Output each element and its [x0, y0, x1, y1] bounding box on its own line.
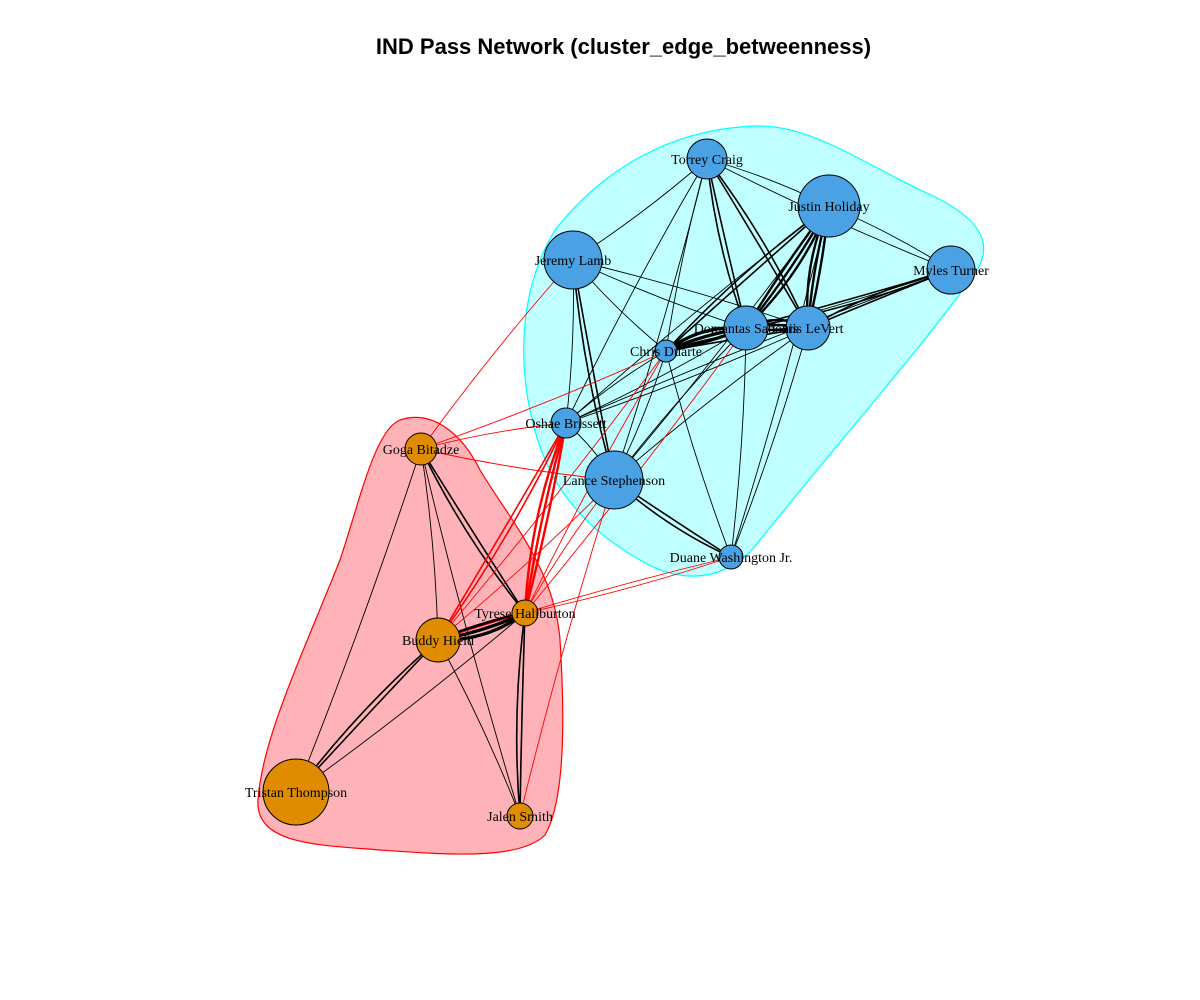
- edge-goga-tristan: [295, 448, 422, 793]
- node-label-tristan: Tristan Thompson: [245, 786, 347, 801]
- node-label-jalen: Jalen Smith: [487, 810, 553, 825]
- edge-caris-duane: [730, 327, 809, 558]
- edge-buddy-jalen: [437, 639, 521, 817]
- edge-caris-lance: [613, 327, 809, 481]
- edge-torrey-caris: [706, 158, 809, 329]
- node-label-tyrese: Tyrese Haliburton: [474, 607, 575, 622]
- node-chris: [654, 339, 678, 363]
- node-label-lance: Lance Stephenson: [563, 474, 665, 489]
- edge-tyrese-tristan: [295, 612, 526, 793]
- edge-domantas-duane: [730, 327, 747, 558]
- edge-torrey-caris: [706, 158, 809, 329]
- node-goga: [404, 432, 438, 466]
- node-layer: [262, 138, 976, 830]
- edge-goga-tyrese: [420, 448, 526, 614]
- node-label-duane: Duane Washington Jr.: [670, 551, 793, 566]
- node-tristan: [262, 758, 330, 826]
- edge-torrey-oshae: [565, 158, 708, 424]
- node-label-torrey: Torrey Craig: [671, 153, 743, 168]
- node-jeremy: [543, 230, 603, 290]
- edge-justin-lance: [613, 205, 830, 481]
- edge-lance-jalen: [519, 479, 615, 817]
- node-label-chris: Chris Duarte: [630, 345, 702, 360]
- edge-oshae-buddy: [437, 422, 567, 641]
- edge-goga-buddy: [420, 448, 439, 641]
- edge-oshae-goga: [420, 422, 567, 450]
- node-myles: [926, 245, 976, 295]
- edge-chris-buddy: [437, 350, 667, 641]
- node-oshae: [550, 407, 582, 439]
- node-lance: [584, 450, 644, 510]
- edge-torrey-lance: [613, 158, 708, 481]
- node-label-oshae: Oshae Brissett: [525, 417, 606, 432]
- edge-tyrese-jalen: [519, 612, 526, 817]
- node-buddy: [415, 617, 461, 663]
- label-layer: Torrey Craig Justin Holiday Jeremy Lamb Myl…: [245, 153, 989, 825]
- edge-lance-buddy: [437, 479, 615, 641]
- chart-title: IND Pass Network (cluster_edge_betweenne…: [375, 34, 872, 59]
- edge-chris-duane: [665, 350, 732, 558]
- node-label-buddy: Buddy Hield: [402, 634, 474, 649]
- node-label-justin: Justin Holiday: [788, 200, 869, 215]
- node-label-caris: Caris LeVert: [772, 322, 843, 337]
- edge-oshae-buddy: [437, 422, 567, 641]
- node-label-jeremy: Jeremy Lamb: [535, 254, 612, 269]
- cluster-hull-blue: [523, 125, 985, 577]
- edge-justin-duane: [730, 205, 830, 558]
- node-jalen: [506, 802, 534, 830]
- node-label-domantas: Domantas Sabonis: [694, 322, 799, 337]
- node-duane: [718, 544, 744, 570]
- node-tyrese: [511, 599, 539, 627]
- node-torrey: [686, 138, 728, 180]
- node-caris: [785, 305, 831, 351]
- edge-duane-tyrese: [524, 556, 732, 614]
- node-label-goga: Goga Bitadze: [383, 443, 460, 458]
- edge-tyrese-jalen: [515, 612, 526, 817]
- edge-duane-buddy: [437, 556, 732, 641]
- edge-jeremy-goga: [420, 259, 574, 450]
- edge-justin-oshae: [565, 205, 830, 424]
- node-domantas: [723, 305, 769, 351]
- edge-caris-oshae: [565, 327, 809, 424]
- edge-oshae-tyrese: [523, 422, 568, 614]
- edge-oshae-tyrese: [523, 422, 568, 614]
- edge-chris-goga: [420, 350, 667, 450]
- edge-goga-tyrese: [420, 448, 526, 614]
- edge-oshae-tyrese: [523, 422, 568, 614]
- node-label-myles: Myles Turner: [913, 264, 989, 279]
- node-justin: [797, 174, 861, 238]
